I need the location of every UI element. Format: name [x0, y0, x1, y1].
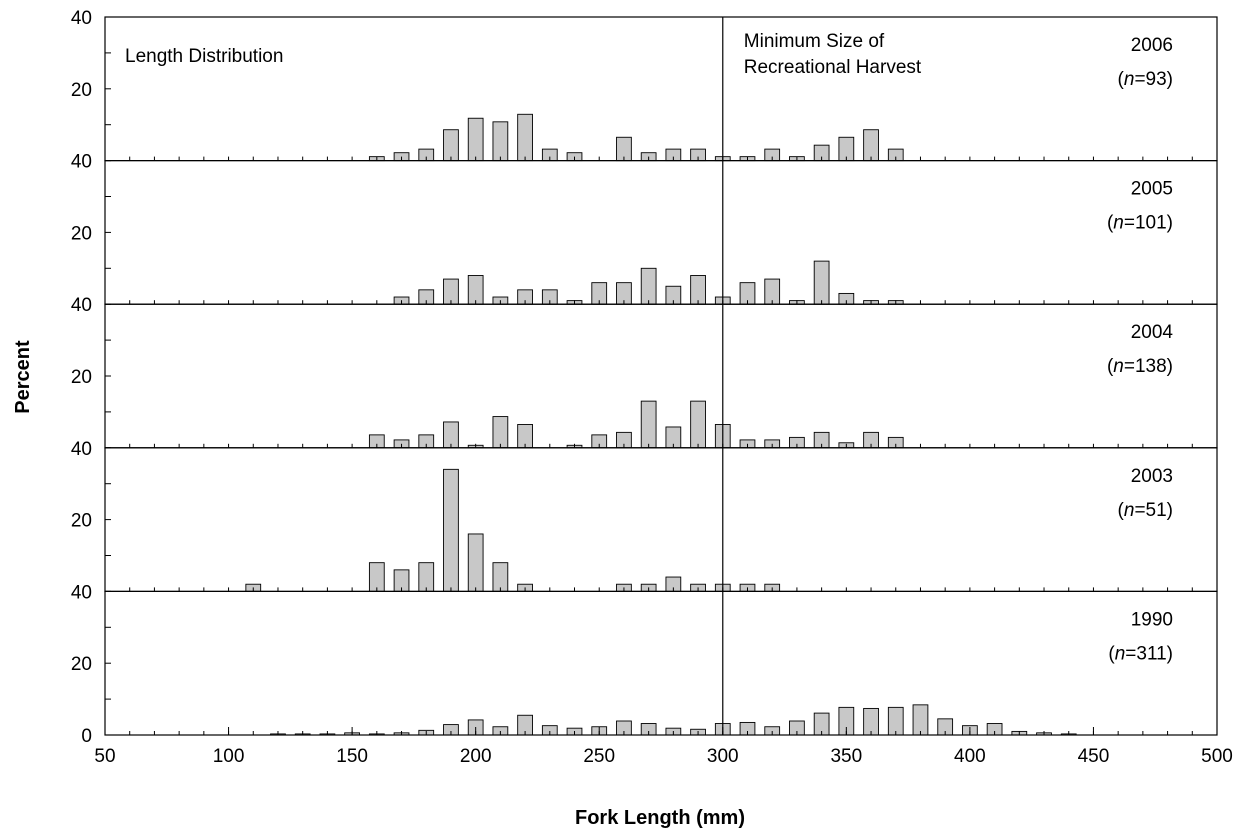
bar-2005-290 [690, 275, 706, 305]
y-tick-label: 20 [71, 367, 92, 388]
year-label-2003: 2003 [1131, 466, 1173, 487]
year-label-2004: 2004 [1131, 322, 1174, 343]
x-tick-label-300: 300 [707, 746, 739, 767]
bar-2006-190 [443, 129, 459, 162]
bar-2004-210 [492, 416, 509, 449]
panel-frame-2005 [104, 160, 1218, 305]
bar-2003-190 [443, 468, 459, 592]
y-tick-label: 20 [71, 511, 92, 532]
x-tick-label-350: 350 [830, 746, 862, 767]
panel-frame-1990 [104, 590, 1218, 736]
bar-2003-210 [492, 562, 509, 592]
bar-2005-340 [813, 260, 830, 305]
n-label-2004: (n=138) [1107, 356, 1173, 377]
y-tick-label: 40 [71, 8, 92, 29]
y-tick-label: 40 [71, 295, 92, 316]
y-tick-label: 40 [71, 152, 92, 173]
plot-area: 2006 (n=93) 2005 (n=101) 2004 (n=138) 2003 (n=5… [71, 8, 1233, 767]
y-tick-label: 20 [71, 80, 92, 101]
x-tick-label-250: 250 [583, 746, 615, 767]
bar-2006-360 [863, 129, 879, 162]
year-label-2005: 2005 [1131, 179, 1173, 200]
x-tick-label-500: 500 [1201, 746, 1233, 767]
bar-2003-180 [418, 562, 435, 592]
chart-title: Length Distribution [125, 46, 283, 67]
n-label-2006: (n=93) [1118, 69, 1173, 90]
n-label-1990: (n=311) [1108, 643, 1173, 664]
y-tick-label: 40 [71, 439, 92, 460]
n-label-2005: (n=101) [1107, 213, 1173, 234]
x-axis-title: Fork Length (mm) [575, 807, 745, 829]
panel-frame-2004 [104, 303, 1218, 449]
x-tick-label-100: 100 [213, 746, 245, 767]
bar-2003-160 [368, 562, 385, 592]
n-label-2003: (n=51) [1118, 500, 1173, 521]
x-tick-label-150: 150 [336, 746, 368, 767]
bar-2006-210 [492, 121, 509, 162]
year-label-2006: 2006 [1131, 35, 1173, 56]
bar-2004-270 [640, 400, 657, 449]
minimum-size-label: Recreational Harvest [744, 57, 922, 78]
x-tick-label-200: 200 [460, 746, 492, 767]
panel-frame-2003 [104, 447, 1218, 592]
bar-1990-370 [887, 706, 904, 736]
bar-1990-380 [912, 704, 929, 736]
bar-2005-200 [467, 275, 484, 305]
y-tick-label: 0 [81, 726, 92, 747]
x-tick-label-50: 50 [94, 746, 115, 767]
year-label-1990: 1990 [1131, 609, 1173, 630]
panel-frame-2006 [104, 16, 1218, 162]
y-tick-label: 40 [71, 582, 92, 603]
y-tick-label: 20 [71, 223, 92, 244]
bar-2006-200 [467, 117, 484, 162]
x-tick-label-400: 400 [954, 746, 986, 767]
bar-2005-270 [640, 267, 657, 305]
y-axis-title: Percent [12, 340, 34, 414]
x-tick-label-450: 450 [1078, 746, 1110, 767]
bar-2004-290 [690, 400, 706, 449]
bar-2006-220 [517, 113, 533, 162]
y-tick-label: 20 [71, 654, 92, 675]
bar-2003-200 [467, 533, 484, 592]
minimum-size-label: Minimum Size of [744, 31, 885, 52]
